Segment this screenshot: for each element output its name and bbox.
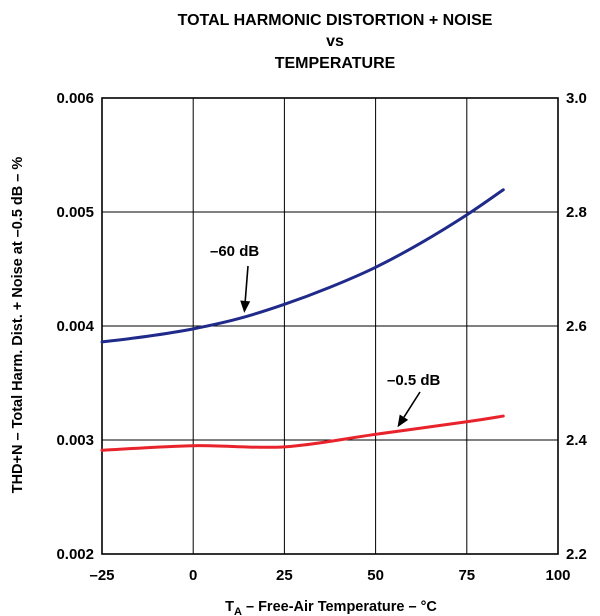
- series-line-1: [100, 414, 505, 452]
- x-tick-label: 0: [189, 567, 197, 584]
- gridlines: [102, 98, 558, 554]
- y-left-tick-label: 0.005: [56, 204, 94, 221]
- x-axis-label-rest: – Free-Air Temperature – °C: [242, 599, 437, 615]
- title-line-2: vs: [326, 33, 344, 50]
- x-tick-label: 50: [367, 567, 384, 584]
- y-right-tick-label: 2.8: [566, 204, 587, 221]
- y-left-tick-label: 0.002: [56, 546, 94, 563]
- annotation-arrowhead: [240, 300, 251, 313]
- y-left-axis-label: THD+N – Total Harm. Dist. + Noise at –0.…: [10, 157, 26, 494]
- series-line-0: [100, 188, 505, 344]
- annotation-label: –0.5 dB: [387, 372, 441, 389]
- x-tick-label: 100: [545, 567, 570, 584]
- x-tick-label: 75: [458, 567, 475, 584]
- y-right-tick-label: 2.6: [566, 318, 587, 335]
- y-right-tick-label: 2.4: [566, 432, 588, 449]
- title-line-3: TEMPERATURE: [275, 55, 396, 72]
- y-left-tick-label: 0.003: [56, 432, 94, 449]
- title-line-1: TOTAL HARMONIC DISTORTION + NOISE: [178, 12, 493, 29]
- annotation-arrow-line: [244, 265, 249, 301]
- x-tick-label: 25: [276, 567, 293, 584]
- y-left-tick-label: 0.006: [56, 90, 94, 107]
- x-axis-label: TA – Free-Air Temperature – °C: [225, 599, 437, 616]
- y-left-tick-label: 0.004: [56, 318, 94, 335]
- chart-title: TOTAL HARMONIC DISTORTION + NOISE vs TEM…: [178, 12, 493, 72]
- y-right-tick-label: 2.2: [566, 546, 587, 563]
- annotations: –60 dB –0.5 dB: [210, 243, 441, 428]
- y-right-tick-labels: 2.2 2.4 2.6 2.8 3.0: [566, 90, 588, 563]
- annotation-label: –60 dB: [210, 243, 259, 260]
- series-group: [100, 188, 505, 452]
- y-left-tick-labels: 0.002 0.003 0.004 0.005 0.006: [56, 90, 94, 563]
- plot-frame: [101, 97, 559, 555]
- x-axis-label-subscript: A: [234, 606, 242, 616]
- annotation-arrow-line: [403, 391, 421, 418]
- x-axis-label-main: T: [225, 599, 234, 615]
- x-tick-label: –25: [89, 567, 114, 584]
- annotation-arrowhead: [397, 414, 409, 428]
- x-tick-labels: –25 0 25 50 75 100: [89, 567, 570, 584]
- y-right-tick-label: 3.0: [566, 90, 587, 107]
